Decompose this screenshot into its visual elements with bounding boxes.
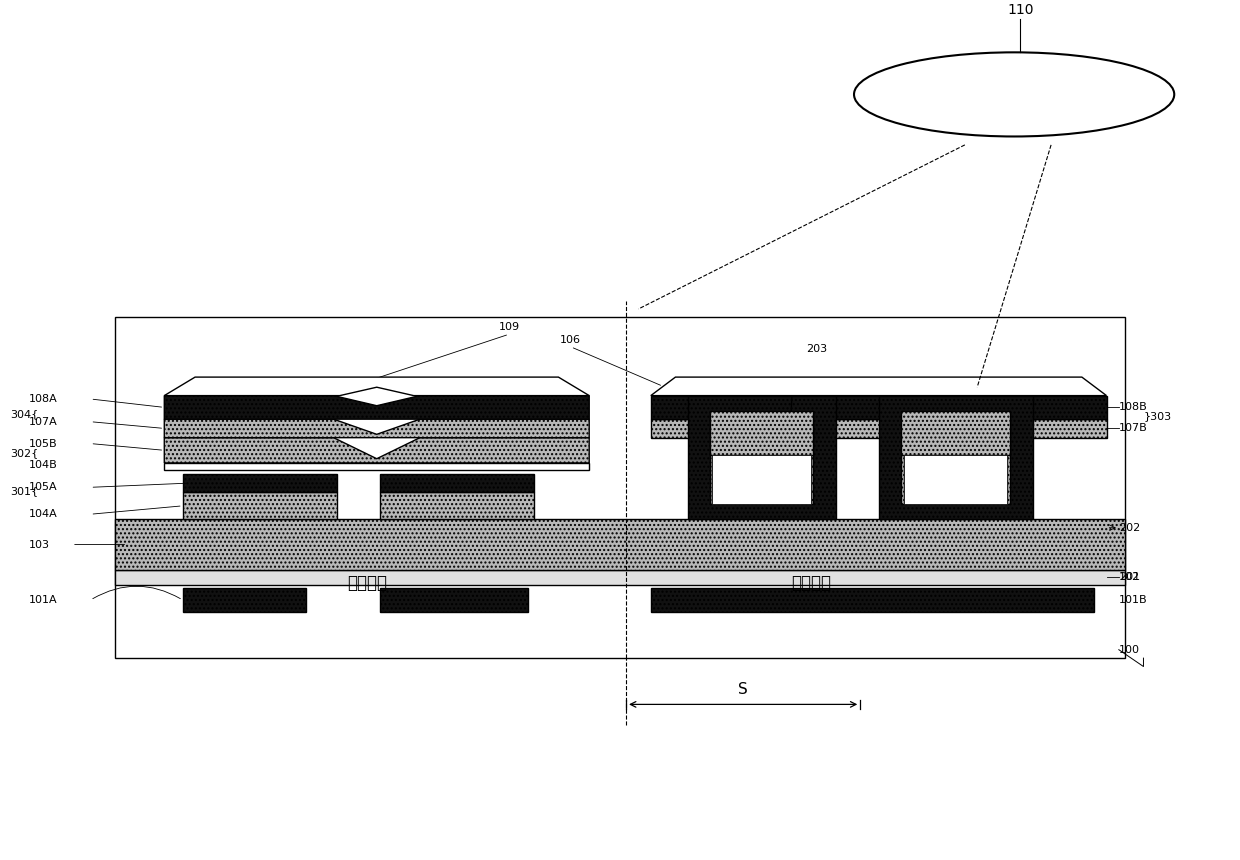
- Bar: [115, 519, 1125, 570]
- Bar: [900, 411, 1011, 455]
- Text: 104A: 104A: [29, 509, 57, 519]
- Bar: [182, 588, 306, 611]
- Polygon shape: [651, 377, 1106, 396]
- Bar: [115, 317, 1125, 658]
- Bar: [711, 411, 712, 504]
- Polygon shape: [164, 396, 589, 419]
- Bar: [651, 396, 1106, 419]
- Bar: [688, 396, 836, 519]
- Text: 108A: 108A: [29, 394, 57, 404]
- Text: 101A: 101A: [29, 595, 57, 605]
- Text: 301{: 301{: [10, 487, 38, 496]
- Text: 104B: 104B: [29, 459, 57, 470]
- Text: 201: 201: [1118, 572, 1140, 581]
- Text: 304{: 304{: [10, 408, 38, 419]
- Bar: [904, 455, 1007, 504]
- Polygon shape: [164, 377, 589, 396]
- Text: 102: 102: [1118, 573, 1140, 582]
- Text: 105A: 105A: [29, 482, 57, 492]
- Text: 108B: 108B: [1118, 402, 1147, 413]
- Text: 107A: 107A: [29, 417, 57, 427]
- Bar: [811, 411, 813, 504]
- Text: 106: 106: [560, 335, 582, 345]
- Text: S: S: [738, 682, 748, 697]
- Bar: [182, 474, 337, 493]
- Text: 第一区域: 第一区域: [347, 574, 388, 593]
- Text: 203: 203: [806, 344, 827, 354]
- Bar: [379, 588, 528, 611]
- Text: 202: 202: [1118, 523, 1140, 532]
- Bar: [900, 411, 904, 504]
- Text: 105B: 105B: [29, 439, 57, 449]
- Text: }303: }303: [1143, 411, 1172, 421]
- Bar: [115, 570, 1125, 585]
- Text: 100: 100: [1118, 645, 1140, 654]
- Bar: [1007, 411, 1011, 504]
- Bar: [651, 588, 1094, 611]
- Text: 101B: 101B: [1118, 595, 1147, 605]
- Text: 107B: 107B: [1118, 423, 1147, 433]
- Text: 第二区域: 第二区域: [791, 574, 831, 593]
- Bar: [712, 455, 811, 504]
- Text: 103: 103: [29, 539, 50, 550]
- Polygon shape: [164, 419, 589, 438]
- Text: 302{: 302{: [10, 448, 38, 458]
- Polygon shape: [164, 438, 589, 463]
- Bar: [711, 411, 813, 455]
- Bar: [164, 463, 589, 470]
- Bar: [182, 493, 337, 519]
- Text: 110: 110: [1007, 3, 1034, 17]
- Bar: [879, 396, 1033, 519]
- Bar: [651, 419, 1106, 438]
- Text: 109: 109: [498, 322, 520, 333]
- Bar: [379, 493, 533, 519]
- Bar: [379, 474, 533, 493]
